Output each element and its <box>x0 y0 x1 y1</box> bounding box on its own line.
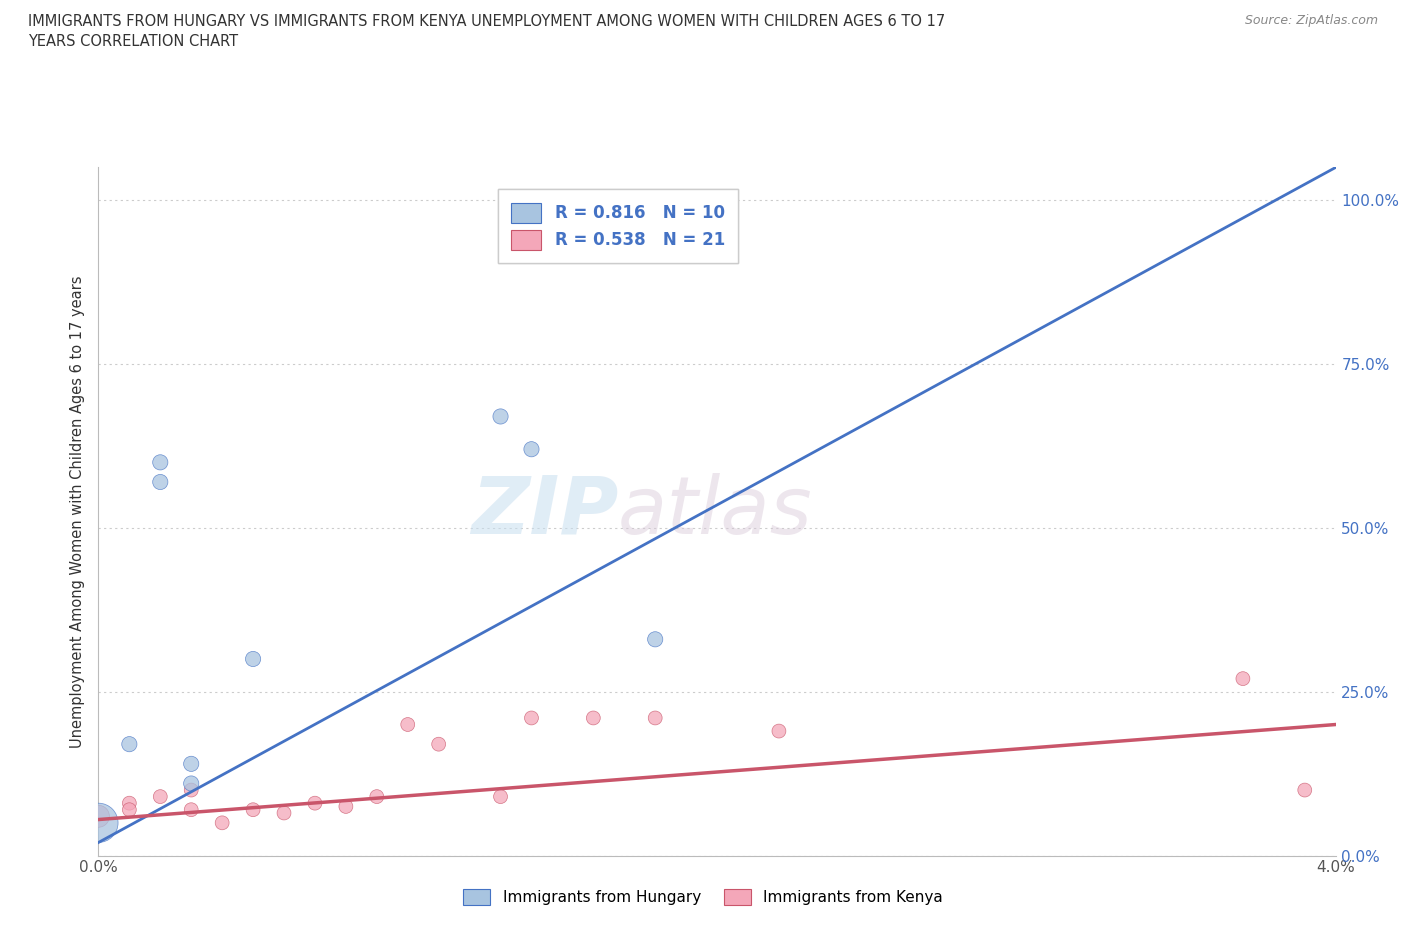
Point <box>273 805 295 820</box>
Point <box>366 790 388 804</box>
Point <box>180 756 202 771</box>
Text: ZIP: ZIP <box>471 472 619 551</box>
Text: IMMIGRANTS FROM HUNGARY VS IMMIGRANTS FROM KENYA UNEMPLOYMENT AMONG WOMEN WITH C: IMMIGRANTS FROM HUNGARY VS IMMIGRANTS FR… <box>28 14 945 48</box>
Point <box>211 816 233 830</box>
Point <box>87 809 110 824</box>
Point <box>582 711 605 725</box>
Y-axis label: Unemployment Among Women with Children Ages 6 to 17 years: Unemployment Among Women with Children A… <box>70 275 86 748</box>
Text: atlas: atlas <box>619 472 813 551</box>
Point <box>118 737 141 751</box>
Legend: Immigrants from Hungary, Immigrants from Kenya: Immigrants from Hungary, Immigrants from… <box>456 882 950 913</box>
Point <box>1294 783 1316 798</box>
Point <box>427 737 450 751</box>
Point <box>489 790 512 804</box>
Legend: R = 0.816   N = 10, R = 0.538   N = 21: R = 0.816 N = 10, R = 0.538 N = 21 <box>498 190 738 263</box>
Point <box>520 442 543 457</box>
Point <box>118 796 141 811</box>
Point <box>242 652 264 667</box>
Point <box>180 803 202 817</box>
Point <box>149 474 172 489</box>
Point <box>180 783 202 798</box>
Point <box>335 799 357 814</box>
Point <box>149 790 172 804</box>
Text: Source: ZipAtlas.com: Source: ZipAtlas.com <box>1244 14 1378 27</box>
Point <box>396 717 419 732</box>
Point <box>644 711 666 725</box>
Point <box>489 409 512 424</box>
Point <box>180 776 202 790</box>
Point <box>520 711 543 725</box>
Point <box>1232 671 1254 686</box>
Point <box>118 803 141 817</box>
Point <box>149 455 172 470</box>
Point <box>644 631 666 646</box>
Point <box>242 803 264 817</box>
Point <box>304 796 326 811</box>
Point <box>768 724 790 738</box>
Point <box>87 816 110 830</box>
